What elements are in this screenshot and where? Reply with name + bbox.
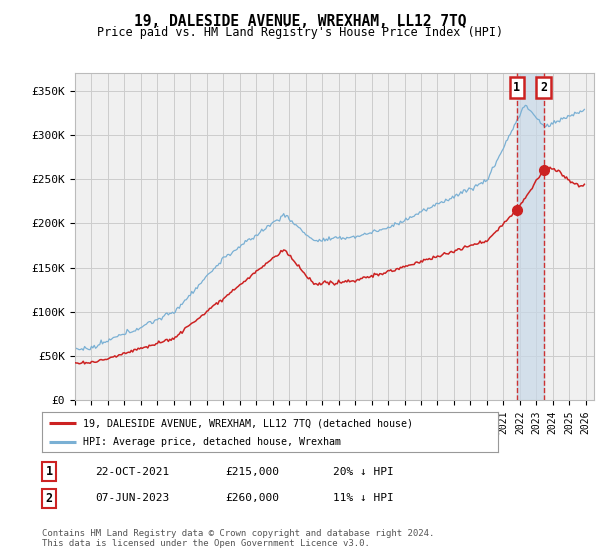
Text: 20% ↓ HPI: 20% ↓ HPI [333,466,394,477]
Text: 11% ↓ HPI: 11% ↓ HPI [333,493,394,503]
Text: 22-OCT-2021: 22-OCT-2021 [95,466,169,477]
Text: 19, DALESIDE AVENUE, WREXHAM, LL12 7TQ (detached house): 19, DALESIDE AVENUE, WREXHAM, LL12 7TQ (… [83,418,413,428]
Text: 2: 2 [540,81,547,94]
Text: 19, DALESIDE AVENUE, WREXHAM, LL12 7TQ: 19, DALESIDE AVENUE, WREXHAM, LL12 7TQ [134,14,466,29]
Text: £260,000: £260,000 [225,493,279,503]
Text: 1: 1 [513,81,520,94]
Text: Contains HM Land Registry data © Crown copyright and database right 2024.
This d: Contains HM Land Registry data © Crown c… [42,529,434,548]
Text: 2: 2 [46,492,53,505]
Text: 1: 1 [46,465,53,478]
Text: 07-JUN-2023: 07-JUN-2023 [95,493,169,503]
Text: Price paid vs. HM Land Registry's House Price Index (HPI): Price paid vs. HM Land Registry's House … [97,26,503,39]
Text: HPI: Average price, detached house, Wrexham: HPI: Average price, detached house, Wrex… [83,437,341,446]
Text: £215,000: £215,000 [225,466,279,477]
Bar [517,73,544,400]
